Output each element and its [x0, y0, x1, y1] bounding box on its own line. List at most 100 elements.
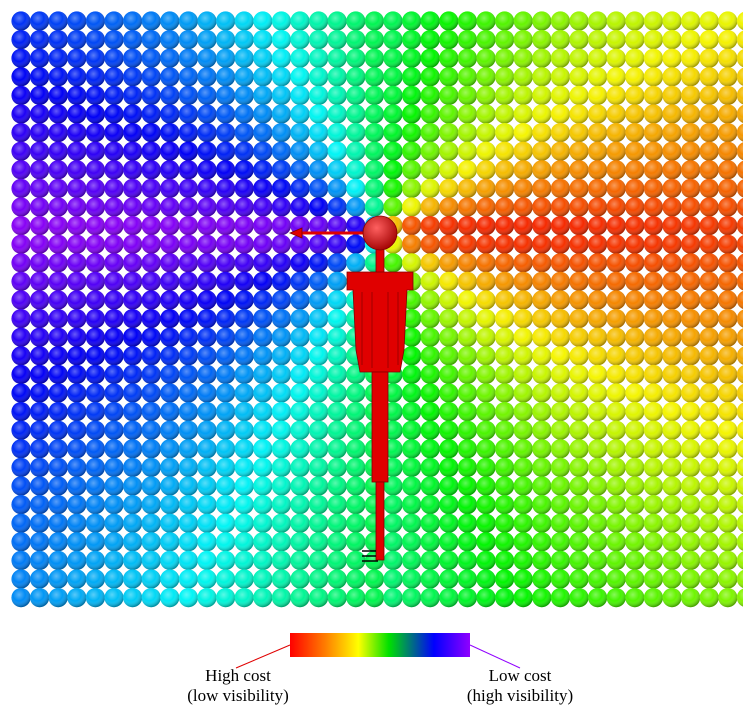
sphere [309, 588, 328, 607]
sphere [532, 328, 551, 347]
sphere [607, 11, 626, 30]
sphere [216, 514, 235, 533]
sphere [569, 216, 588, 235]
sphere [272, 514, 291, 533]
sphere [142, 67, 161, 86]
sphere [644, 495, 663, 514]
sphere [421, 495, 440, 514]
sphere [216, 495, 235, 514]
sphere [235, 290, 254, 309]
sphere [49, 197, 68, 216]
sphere [365, 179, 384, 198]
sphere [681, 216, 700, 235]
sphere [607, 104, 626, 123]
sphere [235, 142, 254, 161]
sphere [476, 402, 495, 421]
sphere [67, 123, 86, 142]
sphere [607, 439, 626, 458]
sphere [67, 458, 86, 477]
sphere [253, 588, 272, 607]
sphere [514, 123, 533, 142]
sphere [104, 30, 123, 49]
sphere [662, 458, 681, 477]
sphere [309, 67, 328, 86]
sphere [30, 216, 49, 235]
sphere [216, 67, 235, 86]
sphere [253, 495, 272, 514]
sphere [160, 365, 179, 384]
sphere [11, 235, 30, 254]
sphere [290, 290, 309, 309]
sphere [625, 402, 644, 421]
sphere [235, 588, 254, 607]
sphere [160, 272, 179, 291]
sphere [86, 328, 105, 347]
sphere [272, 30, 291, 49]
sphere [179, 235, 198, 254]
sphere [142, 86, 161, 105]
sphere [179, 476, 198, 495]
sphere [309, 532, 328, 551]
sphere [67, 179, 86, 198]
sphere [569, 439, 588, 458]
sphere [737, 551, 743, 570]
sphere [662, 67, 681, 86]
sphere [160, 346, 179, 365]
sphere [495, 365, 514, 384]
sphere [644, 588, 663, 607]
sphere [123, 11, 142, 30]
sphere [123, 439, 142, 458]
sphere [718, 514, 737, 533]
sphere [718, 383, 737, 402]
sphere [142, 569, 161, 588]
sphere [309, 551, 328, 570]
sphere [179, 328, 198, 347]
sphere [67, 551, 86, 570]
sphere [216, 328, 235, 347]
sphere [309, 495, 328, 514]
sphere [142, 290, 161, 309]
sphere [253, 328, 272, 347]
sphere [235, 551, 254, 570]
sphere [495, 142, 514, 161]
sphere [476, 458, 495, 477]
sphere [644, 11, 663, 30]
sphere [495, 235, 514, 254]
sphere [700, 253, 719, 272]
sphere [160, 104, 179, 123]
sphere [514, 328, 533, 347]
sphere [421, 49, 440, 68]
sphere [216, 216, 235, 235]
sphere [551, 123, 570, 142]
sphere [625, 495, 644, 514]
sphere [625, 142, 644, 161]
sphere [235, 495, 254, 514]
sphere [421, 551, 440, 570]
sphere [290, 253, 309, 272]
sphere [160, 439, 179, 458]
sphere [569, 86, 588, 105]
sphere [383, 514, 402, 533]
sphere [272, 123, 291, 142]
sphere [123, 197, 142, 216]
sphere [290, 104, 309, 123]
sphere [700, 383, 719, 402]
sphere [551, 551, 570, 570]
sphere [290, 421, 309, 440]
sphere [104, 67, 123, 86]
sphere [569, 49, 588, 68]
sphere [30, 402, 49, 421]
sphere [123, 569, 142, 588]
sphere [197, 197, 216, 216]
sphere [272, 86, 291, 105]
sphere [402, 365, 421, 384]
sphere [365, 67, 384, 86]
sphere [253, 421, 272, 440]
sphere [458, 67, 477, 86]
sphere [11, 197, 30, 216]
sphere [86, 551, 105, 570]
sphere [569, 235, 588, 254]
sphere [104, 328, 123, 347]
sphere [495, 104, 514, 123]
sphere [458, 123, 477, 142]
